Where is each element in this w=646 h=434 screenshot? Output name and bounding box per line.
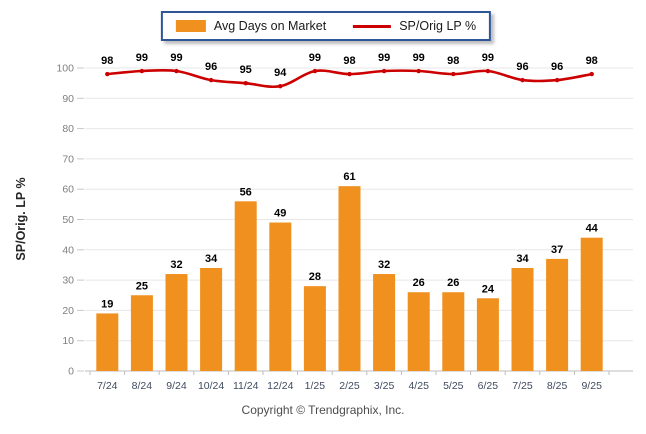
- x-tick-label: 7/24: [97, 380, 118, 392]
- bar-value-label: 28: [309, 271, 321, 283]
- x-tick-label: 12/24: [267, 380, 293, 392]
- line-series-swatch: [353, 24, 392, 28]
- bar-value-label: 61: [343, 171, 355, 183]
- bar: [234, 201, 257, 371]
- bar-value-label: 25: [136, 280, 148, 292]
- line-value-label: 98: [586, 55, 598, 67]
- bar-value-label: 34: [205, 253, 218, 265]
- bar-value-label: 26: [413, 277, 425, 289]
- x-tick-label: 4/25: [408, 380, 429, 392]
- y-tick-label: 30: [62, 275, 74, 287]
- line-value-label: 94: [274, 67, 287, 79]
- line-value-label: 96: [551, 61, 563, 73]
- bar: [165, 274, 188, 371]
- bar: [442, 292, 465, 371]
- y-tick-label: 100: [56, 63, 74, 75]
- bar: [546, 258, 569, 371]
- bar-value-label: 34: [516, 253, 529, 265]
- line-value-label: 98: [447, 55, 459, 67]
- bar: [373, 274, 396, 371]
- y-tick-label: 50: [62, 214, 74, 226]
- bar-value-label: 37: [551, 244, 563, 256]
- chart-legend: Avg Days on Market SP/Orig LP %: [160, 11, 492, 41]
- line-point: [381, 68, 387, 74]
- bar: [476, 298, 499, 371]
- bar-value-label: 44: [586, 223, 599, 235]
- line-point: [416, 68, 421, 74]
- line-value-label: 95: [240, 64, 252, 76]
- x-tick-label: 6/25: [478, 380, 499, 392]
- line-point: [347, 71, 352, 77]
- x-tick-label: 8/25: [547, 380, 568, 392]
- bar-value-label: 19: [101, 298, 113, 310]
- line-point: [451, 71, 456, 77]
- x-tick-label: 10/24: [198, 380, 224, 392]
- x-tick-label: 7/25: [512, 380, 533, 392]
- line-point: [554, 77, 560, 83]
- line-value-label: 99: [136, 52, 148, 64]
- line-point: [312, 68, 318, 74]
- line-point: [208, 77, 214, 83]
- line-value-label: 99: [482, 52, 494, 64]
- y-tick-label: 70: [62, 153, 74, 165]
- line-point: [139, 68, 145, 74]
- bar-series-swatch: [175, 20, 206, 32]
- x-tick-label: 2/25: [339, 380, 360, 392]
- bar-value-label: 49: [274, 208, 286, 220]
- line-point: [485, 68, 491, 74]
- line-point: [105, 71, 110, 77]
- line-point: [243, 80, 248, 86]
- bar: [407, 292, 430, 371]
- bar: [338, 186, 361, 371]
- line-value-label: 99: [170, 52, 182, 64]
- x-tick-label: 9/24: [166, 380, 187, 392]
- bar-series-label: Avg Days on Market: [213, 19, 327, 33]
- y-tick-label: 40: [62, 244, 74, 256]
- x-tick-label: 3/25: [374, 380, 395, 392]
- bar-value-label: 24: [482, 283, 495, 295]
- line-point: [174, 68, 179, 74]
- y-tick-label: 90: [62, 93, 74, 105]
- y-tick-label: 80: [62, 123, 74, 135]
- bar: [269, 222, 292, 371]
- line-value-label: 98: [101, 55, 113, 67]
- x-tick-label: 1/25: [305, 380, 326, 392]
- bar: [130, 295, 153, 371]
- line-value-label: 99: [378, 52, 390, 64]
- y-axis-title: SP/Orig. LP %: [14, 177, 28, 261]
- y-tick-label: 60: [62, 184, 74, 196]
- y-tick-label: 0: [68, 366, 74, 378]
- bar-value-label: 32: [170, 259, 182, 271]
- line-value-label: 96: [205, 61, 217, 73]
- bar: [511, 267, 534, 371]
- x-tick-label: 5/25: [443, 380, 464, 392]
- bar-value-label: 56: [240, 186, 252, 198]
- x-tick-label: 11/24: [233, 380, 259, 392]
- x-tick-label: 9/25: [581, 380, 602, 392]
- bar: [96, 313, 119, 371]
- bar-value-label: 32: [378, 259, 390, 271]
- line-value-label: 99: [413, 52, 425, 64]
- bar: [303, 286, 326, 371]
- line-value-label: 96: [516, 61, 528, 73]
- line-point: [589, 71, 594, 77]
- bar: [580, 237, 603, 371]
- line-point: [278, 83, 283, 89]
- bar: [200, 267, 223, 371]
- line-value-label: 99: [309, 52, 321, 64]
- copyright-text: Copyright © Trendgraphix, Inc.: [241, 403, 405, 417]
- line-series-label: SP/Orig LP %: [399, 19, 477, 33]
- y-tick-label: 10: [62, 335, 74, 347]
- line-point: [520, 77, 525, 83]
- bar-value-label: 26: [447, 277, 459, 289]
- x-tick-label: 8/24: [132, 380, 153, 392]
- line-value-label: 98: [343, 55, 355, 67]
- y-tick-label: 20: [62, 305, 74, 317]
